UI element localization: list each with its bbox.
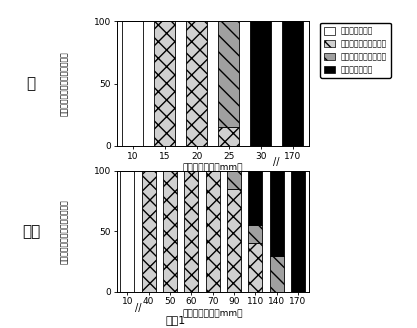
Bar — [227, 189, 241, 292]
Text: //: // — [135, 303, 141, 313]
Bar — [249, 243, 262, 292]
Text: //: // — [274, 157, 280, 167]
Text: 各時期にある細胞の割合（％）: 各時期にある細胞の割合（％） — [60, 199, 69, 264]
Text: 各時期にある細胞の割合（％）: 各時期にある細胞の割合（％） — [60, 51, 69, 116]
Bar — [122, 21, 143, 146]
Bar — [186, 21, 207, 146]
Text: 図　1: 図 1 — [165, 315, 185, 325]
Text: 薬: 薬 — [27, 76, 36, 91]
X-axis label: つぼみの長さ（mm）: つぼみの長さ（mm） — [182, 309, 243, 318]
Text: 胚珠: 胚珠 — [22, 224, 40, 239]
Bar — [250, 21, 271, 146]
Bar — [218, 21, 239, 127]
Bar — [249, 225, 262, 243]
Bar — [154, 21, 175, 146]
Bar — [218, 127, 239, 146]
Bar — [270, 256, 284, 292]
Bar — [270, 171, 284, 256]
Bar — [282, 21, 303, 146]
Bar — [206, 171, 220, 292]
Bar — [249, 171, 262, 225]
Bar — [142, 171, 156, 292]
Bar — [227, 171, 241, 189]
X-axis label: つぼみの長さ（mm）: つぼみの長さ（mm） — [182, 163, 243, 172]
Bar — [184, 171, 198, 292]
Legend: 減数分裂開始前, 減数分裂の第一分裂期, 減数分裂の第二分裂期, 減数分裂終了後: 減数分裂開始前, 減数分裂の第一分裂期, 減数分裂の第二分裂期, 減数分裂終了後 — [320, 23, 391, 78]
Bar — [291, 171, 305, 292]
Bar — [163, 171, 177, 292]
Bar — [121, 171, 134, 292]
